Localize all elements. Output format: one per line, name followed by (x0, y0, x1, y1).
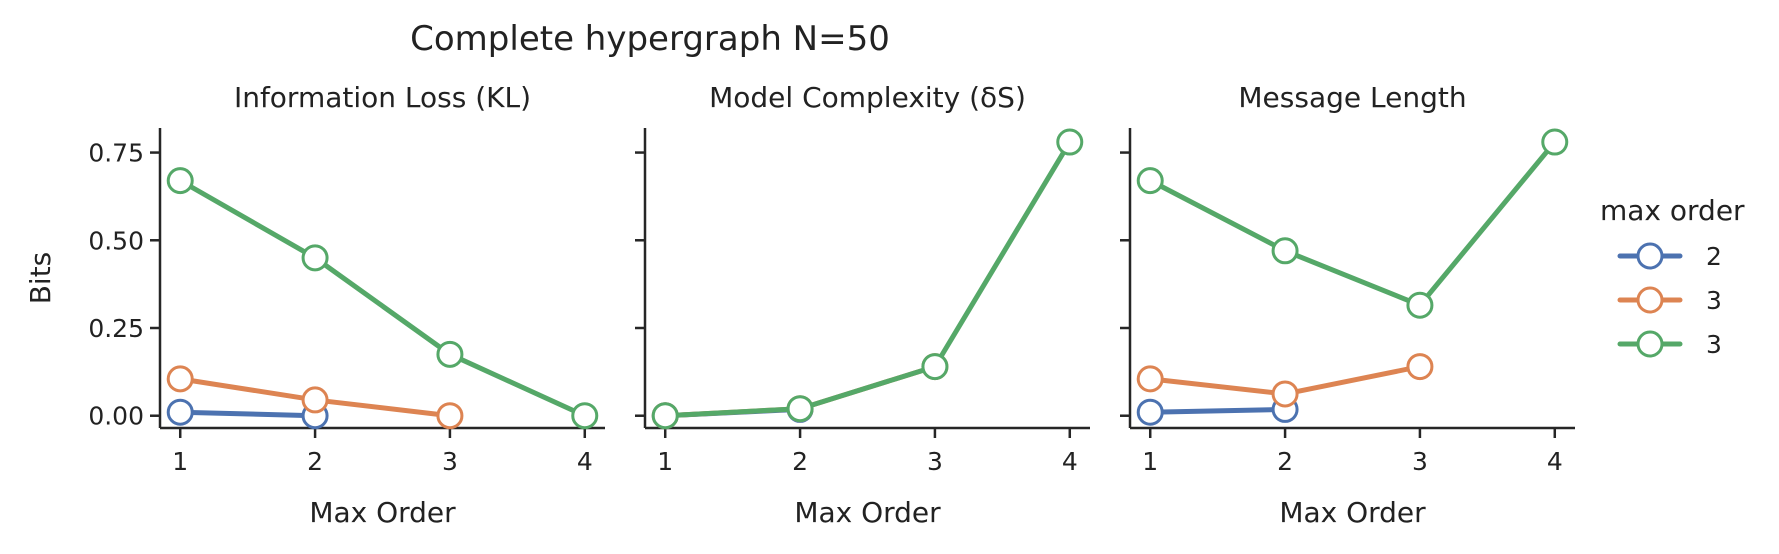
series-2 (1136, 353, 1434, 408)
data-point (1406, 291, 1434, 319)
x-tick-label: 4 (577, 447, 593, 476)
series-line (177, 178, 588, 419)
legend: max order 2 3 3 (1600, 194, 1745, 359)
series-line (662, 139, 1073, 419)
x-axis-label: Max Order (1279, 496, 1426, 529)
x-tick-label: 1 (172, 447, 188, 476)
x-tick-label: 3 (1412, 447, 1428, 476)
data-point (1136, 365, 1164, 393)
series-3 (1136, 128, 1569, 319)
panel-1: Information Loss (KL) 0.00 0.25 0.50 0.75 1 2 3… (24, 81, 605, 529)
x-tick-label: 1 (657, 447, 673, 476)
legend-label: 3 (1706, 330, 1722, 359)
data-point (1541, 128, 1569, 156)
panel-3: Message Length 1 2 3 4 Max Order (1120, 81, 1575, 529)
data-point (1406, 353, 1434, 381)
figure-title: Complete hypergraph N=50 (410, 19, 890, 59)
panel-title: Model Complexity (δS) (709, 81, 1026, 114)
x-tick-label: 2 (792, 447, 808, 476)
data-point (1056, 128, 1084, 156)
legend-entry: 2 (1617, 242, 1722, 271)
x-axis-label: Max Order (794, 496, 941, 529)
data-point (1136, 167, 1164, 195)
series-2 (166, 365, 464, 430)
legend-label: 3 (1706, 286, 1722, 315)
data-point (571, 402, 599, 430)
data-point (1271, 237, 1299, 265)
x-tick-label: 4 (1062, 447, 1078, 476)
legend-label: 2 (1706, 242, 1722, 271)
legend-entry: 3 (1617, 330, 1722, 359)
legend-marker (1636, 330, 1664, 358)
series-line (1147, 406, 1288, 415)
x-tick-label: 4 (1547, 447, 1563, 476)
data-point (1136, 398, 1164, 426)
y-tick-label: 0.25 (88, 314, 144, 343)
x-tick-label: 2 (307, 447, 323, 476)
data-point (166, 167, 194, 195)
legend-entry: 3 (1617, 286, 1722, 315)
x-axis-label: Max Order (309, 496, 456, 529)
y-tick-label: 0.50 (88, 226, 144, 255)
panel-title: Message Length (1238, 81, 1466, 114)
y-axis-label: Bits (24, 252, 57, 305)
legend-marker (1636, 286, 1664, 314)
series-3 (651, 128, 1084, 430)
x-tick-label: 3 (927, 447, 943, 476)
y-tick-label: 0.00 (88, 402, 144, 431)
panels: Information Loss (KL) 0.00 0.25 0.50 0.75 1 2 3… (24, 81, 1575, 529)
data-point (1271, 380, 1299, 408)
panel-2: Model Complexity (δS) 1 2 3 4 Max Order (635, 81, 1090, 529)
series-line (1147, 139, 1558, 308)
x-tick-label: 2 (1277, 447, 1293, 476)
series-3 (166, 167, 599, 430)
series-line (177, 409, 318, 419)
series-1 (1136, 395, 1299, 426)
x-tick-label: 3 (442, 447, 458, 476)
data-point (921, 353, 949, 381)
data-point (301, 386, 329, 414)
legend-title: max order (1600, 194, 1745, 227)
data-point (651, 402, 679, 430)
data-point (436, 402, 464, 430)
y-tick-label: 0.75 (88, 139, 144, 168)
panel-title: Information Loss (KL) (234, 81, 531, 114)
x-tick-label: 1 (1142, 447, 1158, 476)
data-point (301, 244, 329, 272)
data-point (436, 340, 464, 368)
legend-marker (1636, 242, 1664, 270)
data-point (786, 395, 814, 423)
data-point (166, 398, 194, 426)
data-point (166, 365, 194, 393)
